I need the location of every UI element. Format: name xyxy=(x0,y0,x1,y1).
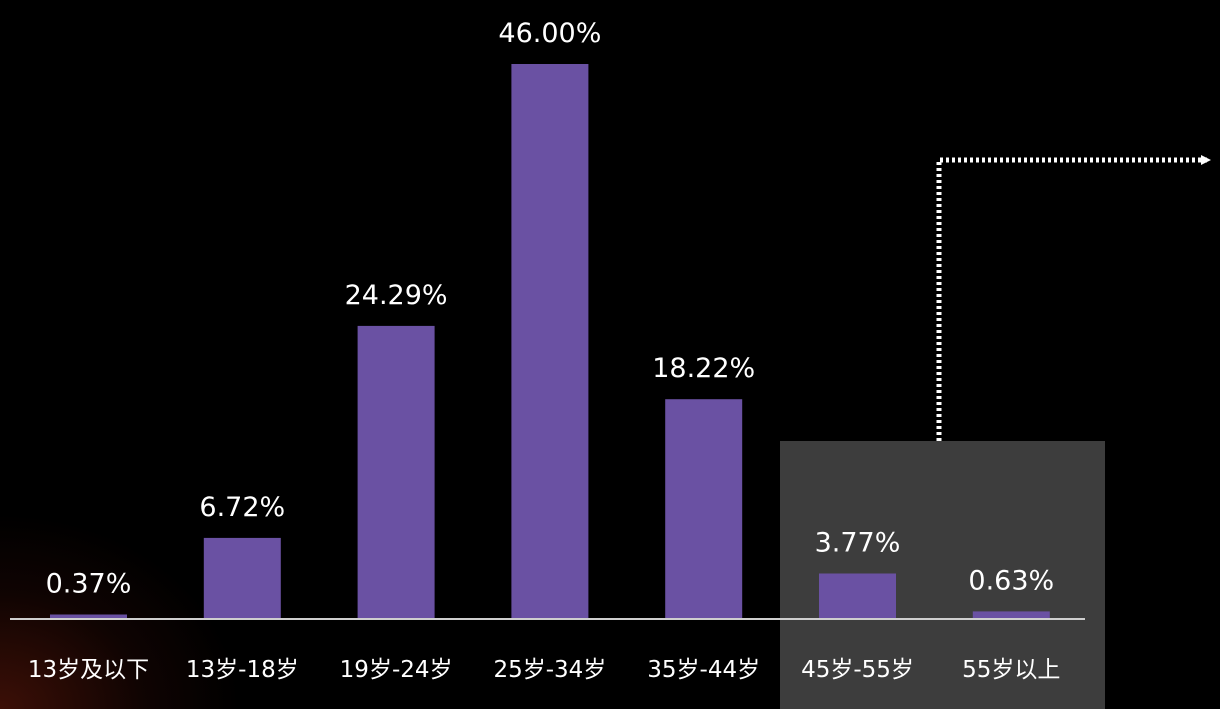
bar-1 xyxy=(50,614,127,619)
category-label-3: 19岁-24岁 xyxy=(340,657,453,683)
value-label-3: 24.29% xyxy=(345,280,448,311)
bar-2 xyxy=(203,537,281,619)
category-label-4: 25岁-34岁 xyxy=(493,657,606,683)
value-label-5: 18.22% xyxy=(652,353,755,384)
bar-5 xyxy=(665,399,743,619)
value-label-6: 3.77% xyxy=(815,528,901,559)
bar-7 xyxy=(972,611,1050,619)
bar-3 xyxy=(357,325,435,619)
value-label-4: 46.00% xyxy=(498,18,601,49)
category-label-2: 13岁-18岁 xyxy=(186,657,299,683)
category-label-5: 35岁-44岁 xyxy=(647,657,760,683)
callout-connector-arrow xyxy=(936,155,1211,441)
category-label-6: 45岁-55岁 xyxy=(801,657,914,683)
category-label-1: 13岁及以下 xyxy=(28,657,149,683)
category-label-7: 55岁以上 xyxy=(962,657,1060,683)
value-label-1: 0.37% xyxy=(46,569,132,600)
value-label-7: 0.63% xyxy=(968,565,1054,596)
value-label-2: 6.72% xyxy=(199,492,285,523)
bar-4 xyxy=(511,64,589,619)
bar-6 xyxy=(819,573,896,619)
